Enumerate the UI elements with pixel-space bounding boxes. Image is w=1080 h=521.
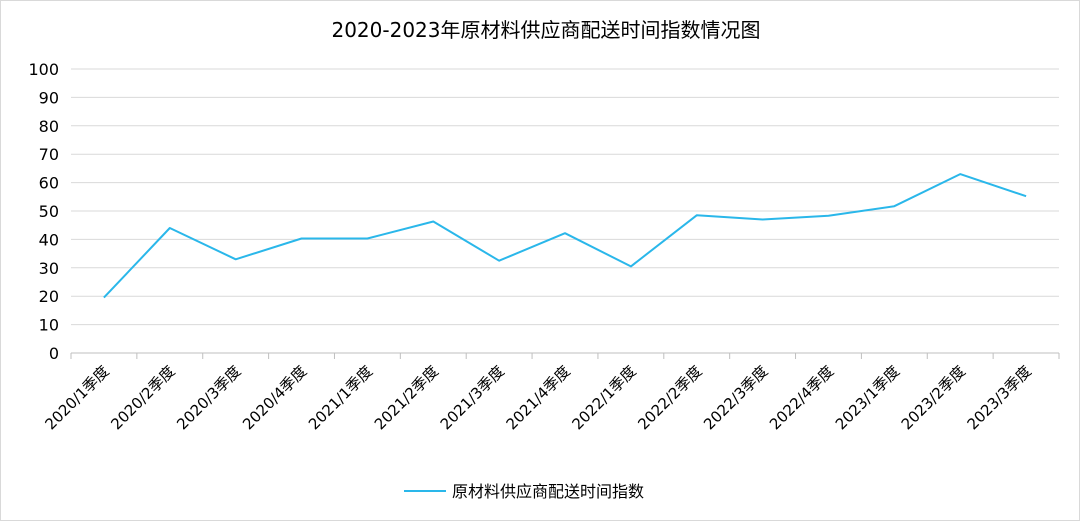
series-layer [103, 173, 1027, 299]
x-tick-label: 2023/3季度 [964, 362, 1035, 433]
y-tick-label: 20 [39, 287, 59, 306]
x-tick-label: 2023/2季度 [898, 362, 969, 433]
x-axis-ticks: 2020/1季度2020/2季度2020/3季度2020/4季度2021/1季度… [41, 362, 1034, 433]
y-tick-label: 10 [39, 316, 59, 335]
y-tick-label: 90 [39, 88, 59, 107]
x-tick-label: 2020/4季度 [239, 362, 310, 433]
y-tick-label: 70 [39, 145, 59, 164]
series-line [103, 173, 1027, 299]
legend-label: 原材料供应商配送时间指数 [452, 482, 644, 501]
chart-title: 2020-2023年原材料供应商配送时间指数情况图 [331, 18, 760, 42]
y-tick-label: 80 [39, 117, 59, 136]
y-axis-ticks: 0 10 20 30 40 50 60 70 80 90 100 [28, 60, 59, 363]
x-tick-label: 2021/2季度 [371, 362, 442, 433]
x-tick-label: 2021/1季度 [305, 362, 376, 433]
x-tick-label: 2022/4季度 [766, 362, 837, 433]
y-tick-label: 40 [39, 230, 59, 249]
grid-lines [70, 68, 1060, 359]
y-tick-label: 0 [49, 344, 59, 363]
y-tick-label: 60 [39, 174, 59, 193]
y-tick-label: 30 [39, 259, 59, 278]
x-tick-label: 2022/2季度 [634, 362, 705, 433]
x-tick-label: 2021/4季度 [503, 362, 574, 433]
x-tick-label: 2023/1季度 [832, 362, 903, 433]
y-tick-label: 50 [39, 202, 59, 221]
x-tick-label: 2020/3季度 [173, 362, 244, 433]
y-tick-label: 100 [28, 60, 59, 79]
x-tick-label: 2020/2季度 [107, 362, 178, 433]
legend: 原材料供应商配送时间指数 [404, 482, 644, 501]
x-tick-label: 2021/3季度 [437, 362, 508, 433]
x-tick-label: 2020/1季度 [41, 362, 112, 433]
x-tick-label: 2022/1季度 [568, 362, 639, 433]
x-tick-label: 2022/3季度 [700, 362, 771, 433]
